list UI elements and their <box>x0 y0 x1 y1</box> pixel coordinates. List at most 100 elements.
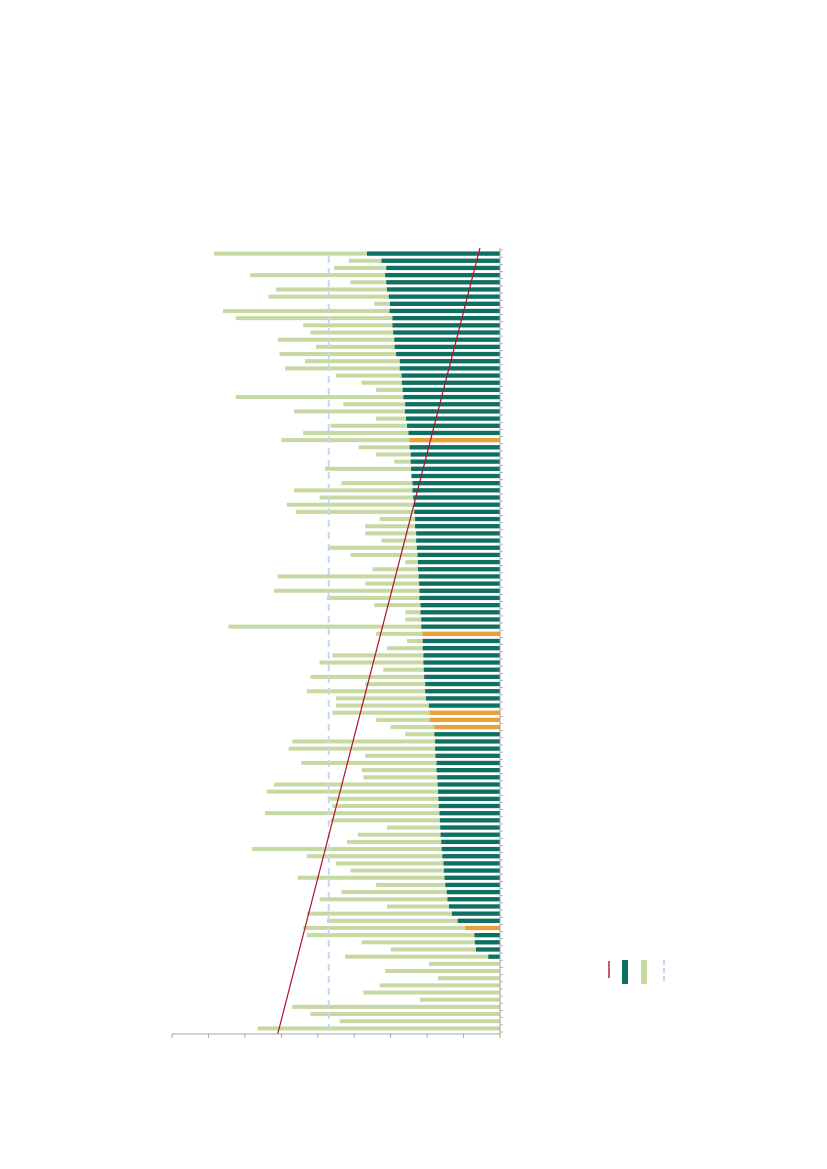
primary-bar <box>410 452 500 457</box>
legend-swatch-secondary <box>641 960 647 984</box>
secondary-bar <box>332 804 500 809</box>
legend-swatch-primary <box>622 960 628 984</box>
primary-bar <box>385 272 500 278</box>
primary-bar <box>415 524 500 529</box>
primary-bar <box>438 789 500 794</box>
secondary-bar <box>326 595 500 600</box>
primary-bar <box>412 488 500 493</box>
primary-bar <box>422 638 500 644</box>
secondary-bar <box>286 502 500 507</box>
primary-bar <box>437 782 500 787</box>
primary-bar <box>475 947 500 952</box>
secondary-bar <box>310 1012 500 1017</box>
primary-bar <box>392 316 500 321</box>
secondary-bar <box>330 818 500 823</box>
primary-bar <box>421 624 500 629</box>
primary-bar <box>443 861 500 866</box>
secondary-bar <box>306 689 500 694</box>
secondary-bar <box>213 251 500 256</box>
secondary-bar <box>303 925 500 930</box>
primary-bar <box>418 574 500 579</box>
primary-bar <box>413 495 500 500</box>
primary-bar <box>448 904 500 909</box>
secondary-bar <box>319 495 500 500</box>
secondary-bar <box>235 395 500 400</box>
secondary-bar <box>336 861 500 866</box>
primary-bar <box>399 359 500 364</box>
primary-bar <box>416 538 500 543</box>
secondary-bar <box>306 911 500 916</box>
primary-bar <box>436 760 500 766</box>
primary-bar <box>401 380 500 385</box>
secondary-bar <box>252 847 500 852</box>
primary-bar <box>411 473 500 479</box>
primary-bar <box>474 940 500 945</box>
primary-bar <box>428 703 500 708</box>
primary-bar <box>444 875 500 880</box>
primary-bar <box>420 610 500 615</box>
secondary-bar <box>235 316 500 321</box>
x-axis-ticks <box>171 1034 501 1038</box>
secondary-bar <box>274 588 500 593</box>
secondary-bar <box>332 653 500 658</box>
primary-bar <box>416 545 500 550</box>
trend-line <box>277 247 481 1035</box>
secondary-bar <box>328 545 500 550</box>
secondary-bar <box>264 811 500 816</box>
secondary-bar <box>306 933 500 938</box>
primary-bar <box>412 481 500 486</box>
primary-bar <box>441 839 500 845</box>
primary-bar <box>445 882 500 888</box>
primary-bar <box>437 775 500 780</box>
secondary-bar <box>357 832 500 837</box>
primary-bar <box>404 409 500 414</box>
primary-bar <box>419 588 500 593</box>
primary-bar <box>438 796 500 801</box>
highlight-bar <box>409 437 500 443</box>
highlight-bar <box>422 631 500 636</box>
secondary-bar <box>336 696 500 701</box>
primary-bar <box>441 846 500 852</box>
primary-bar <box>435 753 500 758</box>
primary-bar <box>447 897 500 902</box>
primary-bar <box>407 423 500 428</box>
secondary-bar <box>350 868 500 873</box>
secondary-bar <box>277 574 500 579</box>
primary-bar <box>386 265 500 271</box>
primary-bar <box>409 445 500 450</box>
primary-bar <box>443 868 500 873</box>
secondary-bar <box>326 918 500 923</box>
secondary-bar <box>294 488 500 493</box>
primary-bar <box>389 301 500 306</box>
secondary-bar <box>319 897 500 902</box>
secondary-bar <box>419 997 500 1002</box>
primary-bar <box>419 595 500 601</box>
primary-bar <box>426 696 500 701</box>
primary-bar <box>408 430 500 436</box>
secondary-bar <box>223 308 500 313</box>
legend <box>608 960 665 984</box>
primary-bar <box>388 294 500 299</box>
secondary-bar <box>288 746 500 751</box>
primary-bar <box>419 581 500 586</box>
secondary-bar <box>361 940 500 945</box>
primary-bar <box>416 531 500 536</box>
secondary-bar <box>279 352 500 357</box>
primary-bar <box>438 803 500 809</box>
primary-bar <box>446 889 500 895</box>
primary-bar <box>474 932 500 938</box>
primary-bar <box>440 825 500 830</box>
secondary-bar <box>268 294 500 299</box>
primary-bar <box>381 258 500 263</box>
primary-bar <box>436 767 500 773</box>
secondary-bar <box>297 875 500 880</box>
primary-bar <box>402 387 500 393</box>
secondary-bar <box>310 674 500 679</box>
secondary-bar <box>363 990 500 995</box>
primary-bar <box>423 660 500 665</box>
primary-bar <box>425 689 500 694</box>
primary-bar <box>421 617 500 622</box>
secondary-bar <box>328 796 500 801</box>
primary-bar <box>488 954 500 959</box>
